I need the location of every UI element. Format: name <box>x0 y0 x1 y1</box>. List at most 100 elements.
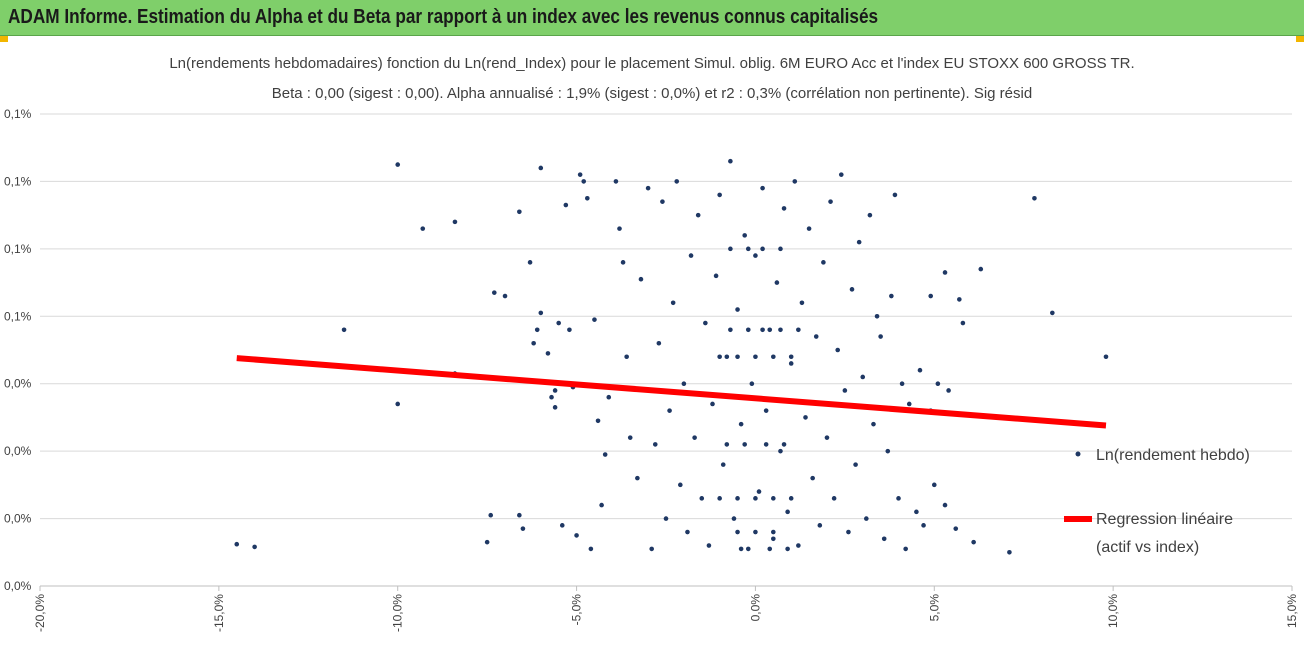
scatter-point-83 <box>778 448 783 454</box>
scatter-point-76 <box>753 253 758 258</box>
scatter-point-97 <box>828 199 833 204</box>
scatter-point-155 <box>728 327 733 333</box>
scatter-point-25 <box>559 523 565 528</box>
scatter-point-102 <box>846 529 851 535</box>
scatter-point-121 <box>917 367 923 373</box>
scatter-point-69 <box>728 158 733 164</box>
scatter-point-75 <box>749 381 755 387</box>
scatter-point-42 <box>624 354 629 360</box>
corner-marker-right <box>1296 36 1304 42</box>
scatter-point-3 <box>395 162 401 167</box>
scatter-point-115 <box>892 192 898 198</box>
scatter-point-36 <box>599 502 604 508</box>
y-tick-label-1: 0,0% <box>4 512 32 526</box>
scatter-point-157 <box>760 246 765 252</box>
y-tick-label-2: 0,0% <box>4 444 32 458</box>
scatter-point-103 <box>849 287 855 292</box>
scatter-point-24 <box>556 320 561 326</box>
scatter-point-56 <box>681 381 687 387</box>
y-tick-label-6: 0,1% <box>4 174 32 188</box>
scatter-point-109 <box>871 421 876 427</box>
scatter-point-47 <box>649 546 654 552</box>
scatter-point-5 <box>420 226 426 231</box>
y-tick-label-3: 0,0% <box>4 377 32 391</box>
scatter-point-120 <box>914 509 919 515</box>
scatter-point-14 <box>520 526 526 531</box>
scatter-point-96 <box>824 435 830 440</box>
scatter-point-89 <box>799 300 805 306</box>
y-tick-label-7: 0,1% <box>4 107 32 121</box>
scatter-point-163 <box>781 442 787 447</box>
scatter-point-104 <box>853 462 858 467</box>
scatter-point-135 <box>1007 549 1012 555</box>
scatter-point-62 <box>703 320 708 326</box>
scatter-point-94 <box>817 523 823 528</box>
scatter-point-134 <box>978 266 984 272</box>
scatter-point-140 <box>771 354 776 360</box>
x-tick-label-0: -20,0% <box>33 594 47 632</box>
legend-label-regression-sub: (actif vs index) <box>1096 539 1199 556</box>
scatter-point-15 <box>527 260 533 265</box>
scatter-point-38 <box>606 394 612 400</box>
scatter-point-141 <box>735 354 740 360</box>
scatter-point-57 <box>685 529 690 535</box>
x-tick-label-2: -10,0% <box>391 594 405 632</box>
scatter-point-127 <box>942 270 948 275</box>
y-tick-label-0: 0,0% <box>4 579 32 593</box>
legend: Ln(rendement hebdo) Regression linéaire (a… <box>1064 447 1250 556</box>
scatter-point-137 <box>1050 310 1055 316</box>
scatter-point-1 <box>252 544 257 550</box>
scatter-point-77 <box>756 489 762 494</box>
scatter-point-80 <box>767 327 773 333</box>
scatter-point-126 <box>935 381 941 387</box>
scatter-point-65 <box>713 273 719 279</box>
scatter-point-110 <box>874 313 880 319</box>
scatter-point-11 <box>502 293 508 299</box>
scatter-point-154 <box>778 327 783 333</box>
scatter-point-114 <box>889 293 894 299</box>
scatter-point-63 <box>706 543 712 548</box>
scatter-point-164 <box>724 442 730 447</box>
scatter-point-49 <box>656 340 662 346</box>
scatter-point-86 <box>788 361 794 366</box>
scatter-point-2 <box>341 327 347 333</box>
scatter-point-41 <box>620 260 626 265</box>
scatter-point-52 <box>667 408 672 413</box>
scatter-point-29 <box>574 533 579 538</box>
scatter-point-116 <box>896 496 901 501</box>
scatter-point-73 <box>742 233 747 238</box>
scatter-point-50 <box>660 199 665 204</box>
scatter-point-37 <box>602 452 608 457</box>
scatter-point-105 <box>856 239 862 245</box>
scatter-point-33 <box>588 546 594 552</box>
scatter-point-74 <box>745 546 751 552</box>
scatter-point-87 <box>792 179 798 184</box>
scatter-point-161 <box>763 442 769 447</box>
scatter-point-145 <box>771 496 776 501</box>
scatter-point-60 <box>695 212 701 218</box>
report-title: ADAM Informe. Estimation du Alpha et du … <box>8 6 879 28</box>
x-axis: -20,0% -15,0% -10,0% -5,0% 0,0% 5,0% 10,0% 15,0… <box>33 585 1299 632</box>
chart-title-line2: Beta : 0,00 (sigest : 0,00). Alpha annua… <box>272 85 1032 102</box>
scatter-point-51 <box>663 516 669 521</box>
x-tick-label-3: -5,0% <box>570 594 584 626</box>
scatter-point-46 <box>645 185 651 191</box>
scatter-point-156 <box>796 327 801 333</box>
scatter-point-93 <box>813 334 819 339</box>
x-tick-label-4: 0,0% <box>748 594 762 622</box>
scatter-point-66 <box>717 192 722 198</box>
scatter-point-167 <box>785 546 790 552</box>
regression-line <box>236 355 1107 429</box>
scatter-point-150 <box>771 529 776 535</box>
scatter-point-39 <box>613 179 619 184</box>
scatter-point-136 <box>1032 195 1037 201</box>
scatter-point-108 <box>867 212 873 218</box>
scatter-point-59 <box>692 435 697 440</box>
scatter-point-149 <box>753 529 758 535</box>
scatter-point-148 <box>717 496 722 501</box>
scatter-point-32 <box>585 195 590 201</box>
scatter-point-162 <box>742 442 747 447</box>
scatter-point-151 <box>735 529 740 535</box>
scatter-point-118 <box>903 546 908 552</box>
x-tick-label-1: -15,0% <box>212 594 226 632</box>
